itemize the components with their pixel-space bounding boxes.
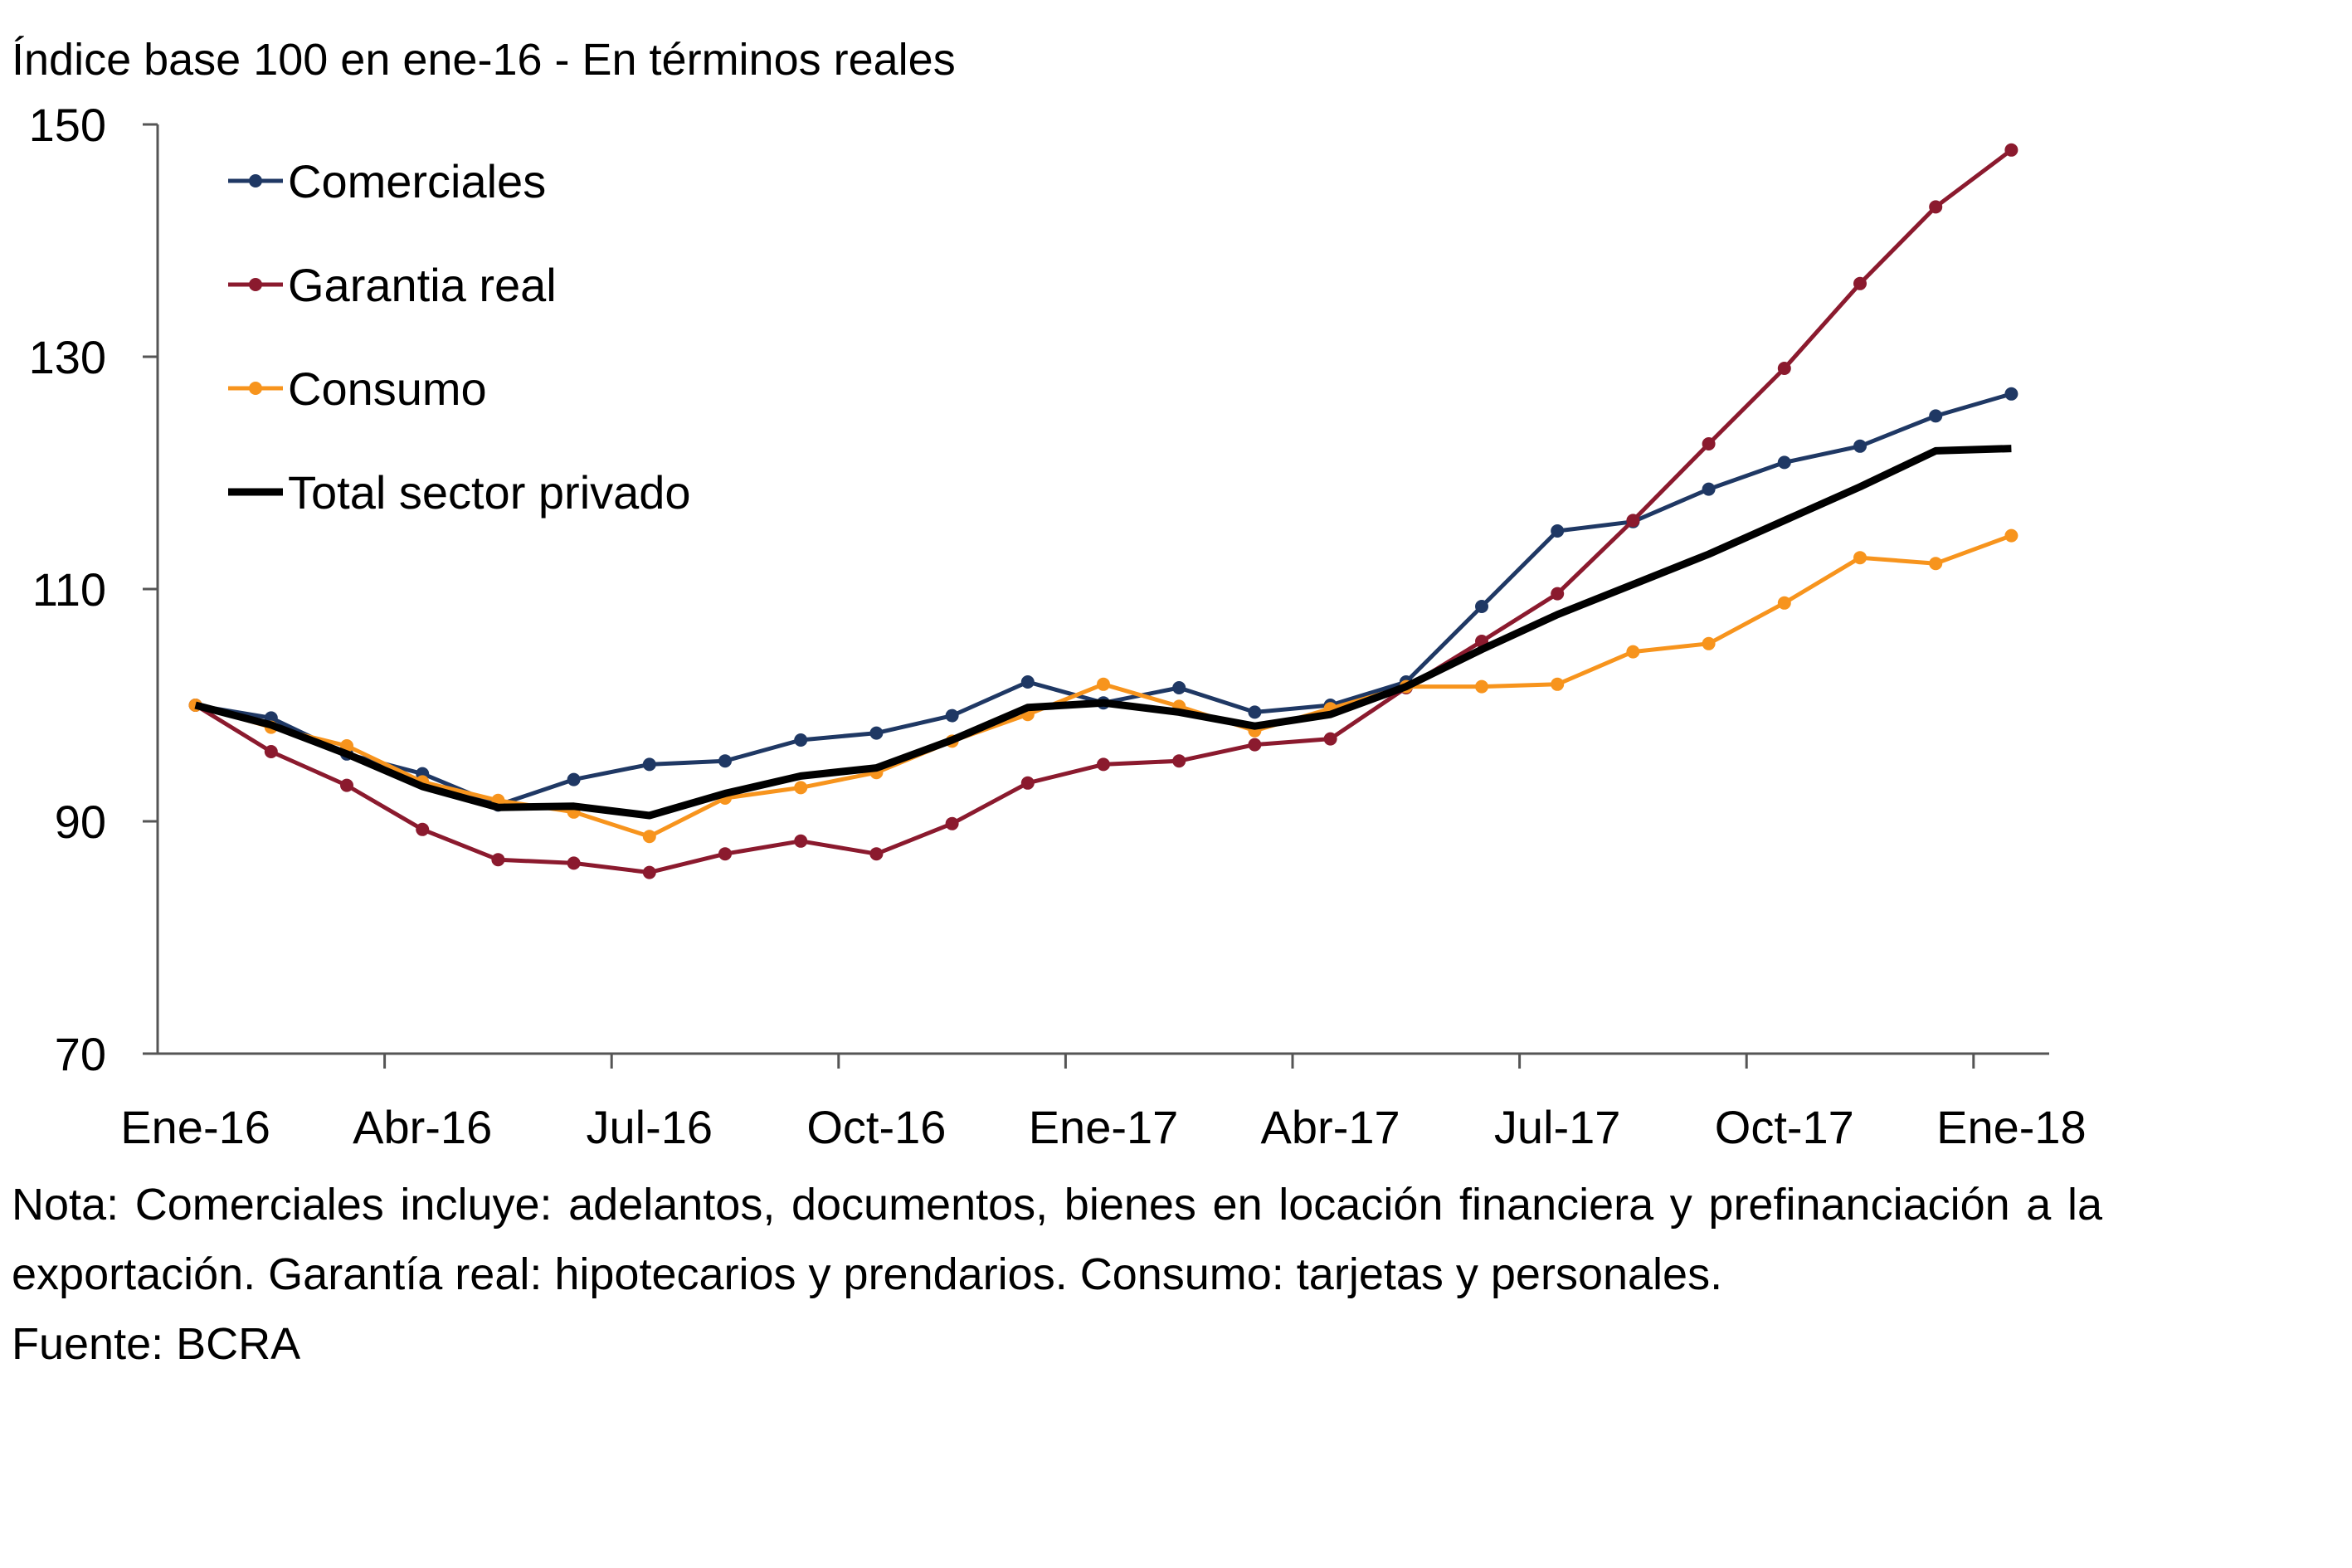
data-point-comerciales	[1551, 524, 1565, 538]
legend-marker	[249, 278, 262, 291]
series-layer	[188, 143, 2018, 879]
x-tick-label: Oct-17	[1715, 1101, 1854, 1153]
data-point-comerciales	[567, 772, 581, 786]
data-point-consumo	[2004, 528, 2018, 543]
data-point-comerciales	[1172, 681, 1186, 694]
data-point-garantia-real	[1248, 738, 1262, 752]
y-tick-label: 70	[55, 1028, 106, 1080]
series-line-comerciales	[195, 392, 2013, 807]
x-tick-label: Ene-16	[120, 1101, 270, 1153]
data-point-garantia-real	[1323, 732, 1337, 746]
data-point-comerciales	[1248, 705, 1262, 719]
source-text: Fuente: BCRA	[12, 1319, 301, 1369]
data-point-garantia-real	[264, 745, 278, 758]
legend-item-consumo: Consumo	[228, 363, 487, 415]
data-point-comerciales	[1475, 600, 1488, 613]
data-point-consumo	[1097, 677, 1110, 691]
data-point-garantia-real	[869, 847, 884, 861]
y-tick-label: 150	[29, 99, 106, 151]
y-tick-label: 90	[55, 796, 106, 848]
y-axis-title: Índice base 100 en ene-16 - En términos …	[12, 35, 956, 85]
data-point-garantia-real	[642, 865, 656, 879]
x-tick-label: Abr-16	[353, 1101, 492, 1153]
data-point-garantia-real	[1097, 757, 1110, 772]
data-point-garantia-real	[1551, 587, 1565, 601]
legend-item-comerciales: Comerciales	[228, 155, 546, 207]
y-tick-label: 110	[32, 563, 106, 616]
data-point-comerciales	[1929, 409, 1943, 423]
data-point-comerciales	[945, 709, 959, 723]
legend-label: Consumo	[288, 363, 487, 415]
data-point-garantia-real	[1020, 776, 1035, 790]
y-tick-label: 130	[29, 331, 106, 383]
data-point-garantia-real	[567, 856, 581, 870]
data-point-garantia-real	[1853, 276, 1867, 290]
data-point-comerciales	[794, 733, 808, 747]
legend-label: Comerciales	[288, 155, 546, 207]
data-point-comerciales	[2004, 387, 2018, 401]
series-total-sector-privado	[194, 445, 2012, 820]
data-point-consumo	[1777, 596, 1791, 610]
data-point-consumo	[794, 781, 808, 795]
legend-marker	[249, 174, 262, 187]
data-point-garantia-real	[1626, 514, 1640, 528]
data-point-garantia-real	[1172, 754, 1186, 768]
data-point-comerciales	[718, 754, 732, 768]
data-point-comerciales	[869, 726, 884, 740]
data-point-consumo	[642, 830, 656, 844]
x-tick-label: Oct-16	[806, 1101, 946, 1153]
axes: 70 90 110 130 150 Ene-16 Abr-16 Jul-16 Oct-16 Ene…	[29, 99, 2087, 1153]
x-tick-label: Ene-17	[1029, 1101, 1179, 1153]
data-point-consumo	[1702, 636, 1716, 650]
data-point-consumo	[1929, 557, 1943, 571]
x-tick-label: Jul-17	[1494, 1101, 1621, 1153]
data-point-garantia-real	[1929, 200, 1943, 214]
line-chart: Índice base 100 en ene-16 - En términos …	[12, 35, 2087, 1153]
legend-label: Garantia real	[288, 259, 557, 311]
data-point-comerciales	[642, 757, 656, 772]
data-point-garantia-real	[1702, 437, 1716, 450]
data-point-garantia-real	[491, 853, 505, 867]
data-point-consumo	[1551, 677, 1565, 691]
data-point-garantia-real	[2004, 143, 2018, 157]
data-point-comerciales	[1853, 439, 1867, 453]
x-tick-label: Jul-16	[587, 1101, 713, 1153]
footnote: Nota: Comerciales incluye: adelantos, do…	[12, 1170, 2102, 1379]
data-point-garantia-real	[1777, 362, 1791, 375]
data-point-consumo	[1475, 679, 1488, 694]
legend: Comerciales Garantia real Consumo Total sec…	[228, 155, 691, 519]
data-point-garantia-real	[416, 822, 430, 836]
data-point-comerciales	[1702, 482, 1716, 496]
note-text: Nota: Comerciales incluye: adelantos, do…	[12, 1180, 2102, 1299]
data-point-garantia-real	[340, 778, 353, 792]
data-point-garantia-real	[718, 847, 732, 861]
data-point-consumo	[1853, 551, 1867, 565]
x-tick-label: Ene-18	[1936, 1101, 2087, 1153]
legend-item-total-sector-privado: Total sector privado	[228, 466, 691, 519]
legend-item-garantia-real: Garantia real	[228, 259, 557, 311]
series-line-total-sector-privado	[194, 445, 2012, 820]
legend-label: Total sector privado	[288, 466, 691, 519]
data-point-consumo	[1626, 645, 1640, 659]
x-tick-label: Abr-17	[1261, 1101, 1400, 1153]
series-comerciales	[188, 387, 2018, 812]
legend-marker	[249, 382, 262, 395]
data-point-comerciales	[1020, 675, 1035, 689]
data-point-garantia-real	[945, 816, 959, 830]
data-point-garantia-real	[794, 834, 808, 848]
data-point-comerciales	[1777, 455, 1791, 470]
